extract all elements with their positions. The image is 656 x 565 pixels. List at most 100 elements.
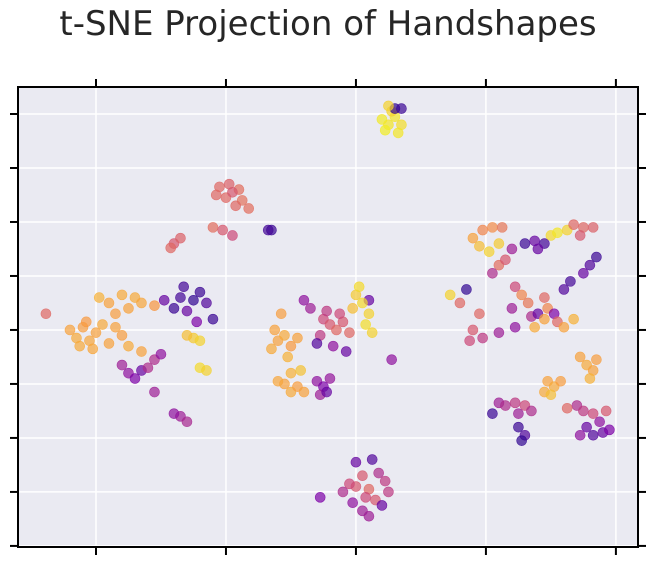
data-point bbox=[604, 424, 615, 436]
data-point bbox=[353, 281, 365, 293]
data-point bbox=[532, 243, 544, 255]
data-point bbox=[477, 224, 488, 236]
data-point bbox=[506, 243, 518, 255]
data-point bbox=[321, 386, 333, 398]
data-point bbox=[506, 303, 518, 314]
data-point bbox=[487, 267, 498, 279]
data-point bbox=[123, 303, 134, 314]
data-point bbox=[295, 365, 307, 376]
data-point bbox=[513, 408, 524, 419]
data-point bbox=[383, 486, 394, 498]
data-point bbox=[522, 297, 534, 309]
data-point bbox=[275, 308, 287, 320]
data-point bbox=[483, 246, 495, 257]
data-point bbox=[513, 421, 524, 433]
data-point bbox=[584, 373, 596, 384]
data-point bbox=[591, 354, 602, 365]
data-point bbox=[493, 238, 505, 249]
data-point bbox=[474, 308, 485, 320]
data-point bbox=[558, 284, 570, 295]
data-point bbox=[509, 397, 521, 409]
data-point bbox=[509, 321, 521, 333]
data-point bbox=[552, 227, 563, 239]
data-point bbox=[87, 343, 99, 355]
data-point bbox=[587, 429, 599, 441]
data-point bbox=[396, 103, 407, 114]
data-point bbox=[266, 343, 277, 355]
data-point bbox=[379, 124, 391, 136]
data-point bbox=[467, 232, 479, 244]
data-point bbox=[262, 224, 274, 236]
data-point bbox=[584, 259, 596, 271]
data-point bbox=[90, 327, 102, 338]
data-point bbox=[366, 327, 378, 338]
data-point bbox=[539, 292, 550, 303]
data-point bbox=[74, 340, 86, 352]
data-point bbox=[217, 224, 229, 236]
data-point bbox=[181, 330, 193, 341]
data-point bbox=[110, 321, 121, 333]
data-point bbox=[230, 200, 242, 212]
data-point bbox=[155, 348, 167, 360]
data-point bbox=[555, 375, 566, 387]
data-point bbox=[376, 114, 388, 125]
data-point bbox=[600, 405, 612, 417]
data-point bbox=[467, 324, 479, 336]
data-point bbox=[578, 267, 589, 279]
data-point bbox=[454, 297, 466, 309]
data-point bbox=[116, 359, 128, 371]
data-point bbox=[149, 300, 160, 311]
data-point bbox=[285, 367, 297, 379]
data-point bbox=[311, 338, 323, 349]
data-point bbox=[201, 365, 212, 376]
data-point bbox=[357, 297, 368, 309]
data-point bbox=[103, 297, 115, 309]
chart-title: t-SNE Projection of Handshapes bbox=[59, 4, 597, 44]
data-point bbox=[464, 335, 475, 347]
data-point bbox=[194, 335, 206, 347]
plot-frame bbox=[17, 86, 639, 548]
data-point bbox=[40, 308, 52, 320]
data-point bbox=[340, 346, 352, 357]
data-point bbox=[279, 330, 290, 341]
data-point bbox=[123, 340, 134, 352]
data-point bbox=[116, 330, 128, 341]
data-point bbox=[165, 242, 177, 254]
data-point bbox=[282, 351, 294, 363]
data-point bbox=[210, 189, 222, 201]
data-point bbox=[496, 222, 508, 233]
data-point bbox=[142, 362, 154, 374]
data-point bbox=[191, 316, 203, 328]
data-point bbox=[194, 286, 206, 298]
data-point bbox=[181, 305, 193, 317]
data-point bbox=[574, 230, 586, 241]
data-point bbox=[168, 408, 180, 419]
data-point bbox=[474, 240, 485, 252]
data-point bbox=[545, 389, 557, 401]
data-point bbox=[168, 303, 180, 314]
data-point bbox=[93, 292, 105, 303]
data-point bbox=[285, 340, 297, 352]
data-point bbox=[331, 324, 342, 336]
data-point bbox=[500, 254, 511, 266]
data-point bbox=[516, 289, 527, 301]
data-point bbox=[149, 386, 160, 398]
data-point bbox=[136, 346, 147, 357]
data-point bbox=[175, 292, 186, 303]
data-point bbox=[539, 313, 550, 325]
data-point bbox=[487, 408, 498, 419]
data-point bbox=[587, 222, 599, 233]
data-point bbox=[347, 303, 358, 314]
data-point bbox=[188, 294, 199, 306]
data-point bbox=[344, 327, 355, 338]
data-point bbox=[558, 321, 570, 333]
data-point bbox=[581, 421, 592, 433]
data-point bbox=[243, 203, 255, 214]
data-point bbox=[110, 308, 121, 320]
data-point bbox=[509, 281, 521, 293]
data-point bbox=[129, 373, 141, 384]
data-point bbox=[376, 500, 388, 511]
data-point bbox=[594, 416, 605, 428]
data-point bbox=[298, 386, 310, 398]
data-point bbox=[321, 305, 333, 317]
